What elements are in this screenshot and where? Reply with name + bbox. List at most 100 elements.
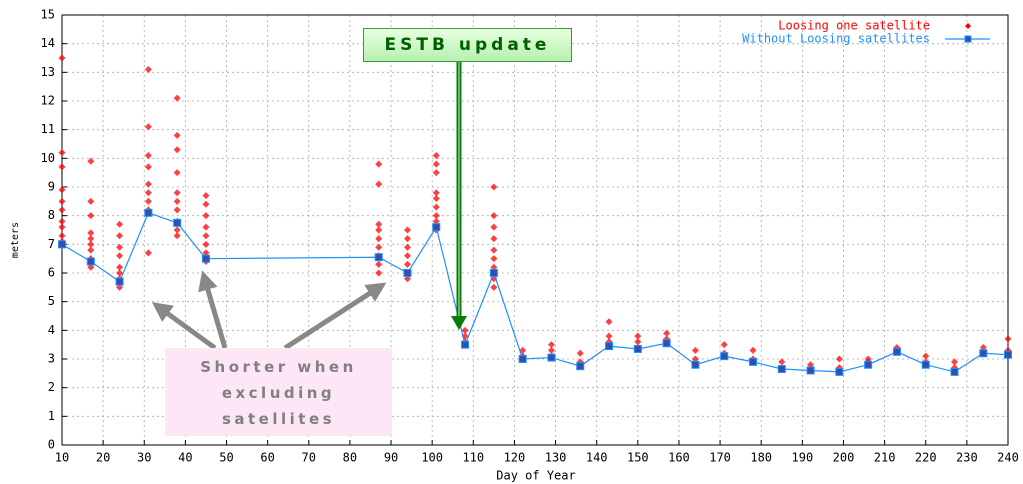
line-marker bbox=[892, 347, 901, 356]
scatter-point bbox=[144, 123, 152, 131]
line-marker bbox=[1004, 350, 1012, 359]
line-marker bbox=[58, 240, 66, 249]
y-axis-label: meters bbox=[10, 222, 21, 258]
scatter-point bbox=[375, 235, 383, 243]
x-tick-label: 20 bbox=[96, 451, 110, 465]
scatter-point bbox=[173, 146, 181, 154]
legend-label: Loosing one satellite bbox=[778, 19, 930, 33]
scatter-point bbox=[432, 151, 440, 159]
x-tick-label: 210 bbox=[874, 451, 896, 465]
callout-arrow bbox=[198, 270, 228, 349]
line-marker bbox=[835, 367, 844, 376]
scatter-point bbox=[720, 341, 728, 349]
legend-key bbox=[965, 23, 971, 29]
scatter-point bbox=[173, 206, 181, 214]
scatter-point bbox=[461, 326, 469, 334]
line-marker bbox=[489, 269, 498, 277]
scatter-point bbox=[403, 260, 411, 268]
scatter-point bbox=[87, 197, 95, 205]
y-tick-label: 15 bbox=[41, 8, 55, 22]
scatter-point bbox=[691, 346, 699, 354]
shorter-annotation: Shorter when excluding satellites bbox=[165, 348, 392, 436]
scatter-point bbox=[116, 252, 124, 260]
line-marker bbox=[86, 257, 95, 266]
y-tick-label: 1 bbox=[48, 409, 55, 423]
x-tick-label: 240 bbox=[997, 451, 1019, 465]
scatter-point bbox=[173, 169, 181, 177]
scatter-point bbox=[605, 332, 613, 340]
scatter-point bbox=[144, 197, 152, 205]
scatter-point bbox=[116, 263, 124, 271]
scatter-point bbox=[58, 206, 66, 214]
scatter-point bbox=[432, 203, 440, 211]
scatter-point bbox=[58, 54, 66, 62]
scatter-point bbox=[403, 252, 411, 260]
scatter-point bbox=[375, 260, 383, 268]
scatter-point bbox=[144, 180, 152, 188]
scatter-point bbox=[87, 235, 95, 243]
scatter-point bbox=[58, 232, 66, 240]
callout-arrow bbox=[283, 282, 387, 351]
scatter-point bbox=[173, 189, 181, 197]
scatter-point bbox=[58, 149, 66, 157]
y-tick-label: 13 bbox=[41, 65, 55, 79]
x-tick-label: 10 bbox=[55, 451, 69, 465]
y-tick-label: 8 bbox=[48, 208, 55, 222]
y-tick-label: 4 bbox=[48, 323, 55, 337]
scatter-point bbox=[202, 212, 210, 220]
line-marker bbox=[374, 253, 383, 262]
line-marker bbox=[777, 365, 786, 374]
line-marker bbox=[950, 367, 959, 376]
y-tick-label: 10 bbox=[41, 151, 55, 165]
scatter-point bbox=[202, 240, 210, 248]
y-tick-label: 7 bbox=[48, 237, 55, 251]
y-tick-label: 3 bbox=[48, 352, 55, 366]
line-marker bbox=[173, 218, 182, 227]
scatter-point bbox=[490, 255, 498, 263]
y-tick-label: 11 bbox=[41, 122, 55, 136]
scatter-point bbox=[173, 131, 181, 139]
line-marker bbox=[518, 355, 527, 363]
scatter-point bbox=[490, 246, 498, 254]
line-marker bbox=[691, 360, 700, 369]
scatter-point bbox=[173, 94, 181, 102]
x-tick-label: 160 bbox=[668, 451, 690, 465]
line-marker bbox=[547, 353, 556, 362]
scatter-point bbox=[375, 160, 383, 168]
x-tick-label: 140 bbox=[586, 451, 608, 465]
scatter-point bbox=[749, 346, 757, 354]
x-tick-label: 90 bbox=[384, 451, 398, 465]
line-marker bbox=[748, 357, 757, 366]
scatter-point bbox=[202, 200, 210, 208]
x-tick-label: 230 bbox=[956, 451, 978, 465]
x-tick-label: 180 bbox=[750, 451, 772, 465]
scatter-point bbox=[202, 223, 210, 231]
estb-arrow-head bbox=[451, 316, 467, 330]
scatter-point bbox=[375, 180, 383, 188]
scatter-point bbox=[576, 349, 584, 357]
x-tick-label: 50 bbox=[219, 451, 233, 465]
scatter-point bbox=[432, 160, 440, 168]
scatter-point bbox=[87, 212, 95, 220]
scatter-point bbox=[403, 226, 411, 234]
line-marker bbox=[921, 360, 930, 369]
scatter-point bbox=[87, 229, 95, 237]
line-marker bbox=[576, 362, 585, 371]
line-marker bbox=[806, 366, 815, 375]
x-tick-label: 220 bbox=[915, 451, 937, 465]
line-marker bbox=[633, 344, 642, 353]
scatter-point bbox=[58, 223, 66, 231]
y-tick-label: 14 bbox=[41, 36, 55, 50]
line-marker bbox=[864, 360, 873, 369]
scatter-point bbox=[116, 243, 124, 251]
x-tick-label: 170 bbox=[709, 451, 731, 465]
scatter-point bbox=[432, 189, 440, 197]
x-tick-label: 40 bbox=[178, 451, 192, 465]
y-tick-label: 2 bbox=[48, 380, 55, 394]
line-marker bbox=[432, 223, 441, 232]
scatter-point bbox=[58, 186, 66, 194]
scatter-point bbox=[403, 243, 411, 251]
scatter-point bbox=[951, 358, 959, 366]
scatter-point bbox=[58, 163, 66, 171]
line-marker bbox=[115, 277, 124, 286]
